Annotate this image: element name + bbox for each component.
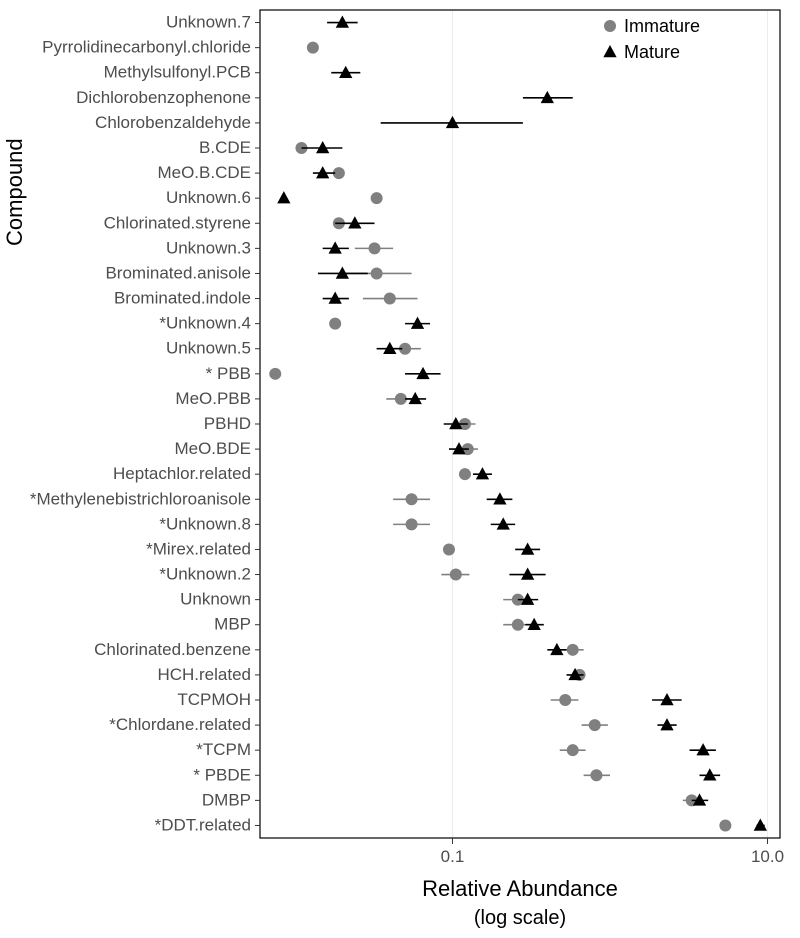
svg-text:Compound: Compound: [2, 138, 27, 246]
svg-text:MeO.PBB: MeO.PBB: [175, 389, 251, 408]
svg-text:*Chlordane.related: *Chlordane.related: [109, 715, 251, 734]
svg-text:Chlorinated.benzene: Chlorinated.benzene: [94, 640, 251, 659]
svg-text:*Unknown.2: *Unknown.2: [159, 565, 251, 584]
svg-text:Unknown.3: Unknown.3: [166, 238, 251, 257]
svg-text:*DDT.related: *DDT.related: [155, 815, 251, 834]
svg-text:B.CDE: B.CDE: [199, 138, 251, 157]
svg-text:0.1: 0.1: [441, 847, 465, 866]
svg-text:Unknown.7: Unknown.7: [166, 13, 251, 32]
svg-text:*Unknown.4: *Unknown.4: [159, 314, 251, 333]
svg-text:MBP: MBP: [214, 615, 251, 634]
svg-text:MeO.BDE: MeO.BDE: [174, 439, 251, 458]
svg-text:Brominated.anisole: Brominated.anisole: [105, 263, 251, 282]
svg-text:10.0: 10.0: [751, 847, 784, 866]
svg-text:Heptachlor.related: Heptachlor.related: [113, 464, 251, 483]
svg-text:HCH.related: HCH.related: [157, 665, 251, 684]
svg-text:Relative Abundance: Relative Abundance: [422, 876, 618, 901]
svg-text:PBHD: PBHD: [204, 414, 251, 433]
svg-text:DMBP: DMBP: [202, 790, 251, 809]
svg-text:* PBB: * PBB: [206, 364, 251, 383]
svg-text:Mature: Mature: [624, 42, 680, 62]
svg-text:Dichlorobenzophenone: Dichlorobenzophenone: [76, 88, 251, 107]
chart-container: 0.1 10.0 Relative Abundance (log scale) Unkn…: [0, 0, 800, 938]
svg-text:Unknown.6: Unknown.6: [166, 188, 251, 207]
svg-text:*TCPM: *TCPM: [196, 740, 251, 759]
svg-text:Unknown.5: Unknown.5: [166, 339, 251, 358]
svg-text:(log scale): (log scale): [474, 907, 566, 929]
svg-text:Methylsulfonyl.PCB: Methylsulfonyl.PCB: [104, 63, 251, 82]
svg-text:Brominated.indole: Brominated.indole: [114, 289, 251, 308]
svg-text:*Mirex.related: *Mirex.related: [146, 539, 251, 558]
svg-text:Immature: Immature: [624, 16, 700, 36]
svg-text:Chlorinated.styrene: Chlorinated.styrene: [104, 213, 251, 232]
svg-text:Chlorobenzaldehyde: Chlorobenzaldehyde: [95, 113, 251, 132]
svg-text:Pyrrolidinecarbonyl.chloride: Pyrrolidinecarbonyl.chloride: [42, 38, 251, 57]
svg-text:*Unknown.8: *Unknown.8: [159, 514, 251, 533]
chart-svg: 0.1 10.0 Relative Abundance (log scale) Unkn…: [0, 0, 800, 938]
svg-text:* PBDE: * PBDE: [193, 765, 251, 784]
svg-text:MeO.B.CDE: MeO.B.CDE: [157, 163, 251, 182]
svg-text:TCPMOH: TCPMOH: [177, 690, 251, 709]
svg-text:Unknown: Unknown: [180, 590, 251, 609]
svg-text:*Methylenebistrichloroanisole: *Methylenebistrichloroanisole: [30, 489, 251, 508]
